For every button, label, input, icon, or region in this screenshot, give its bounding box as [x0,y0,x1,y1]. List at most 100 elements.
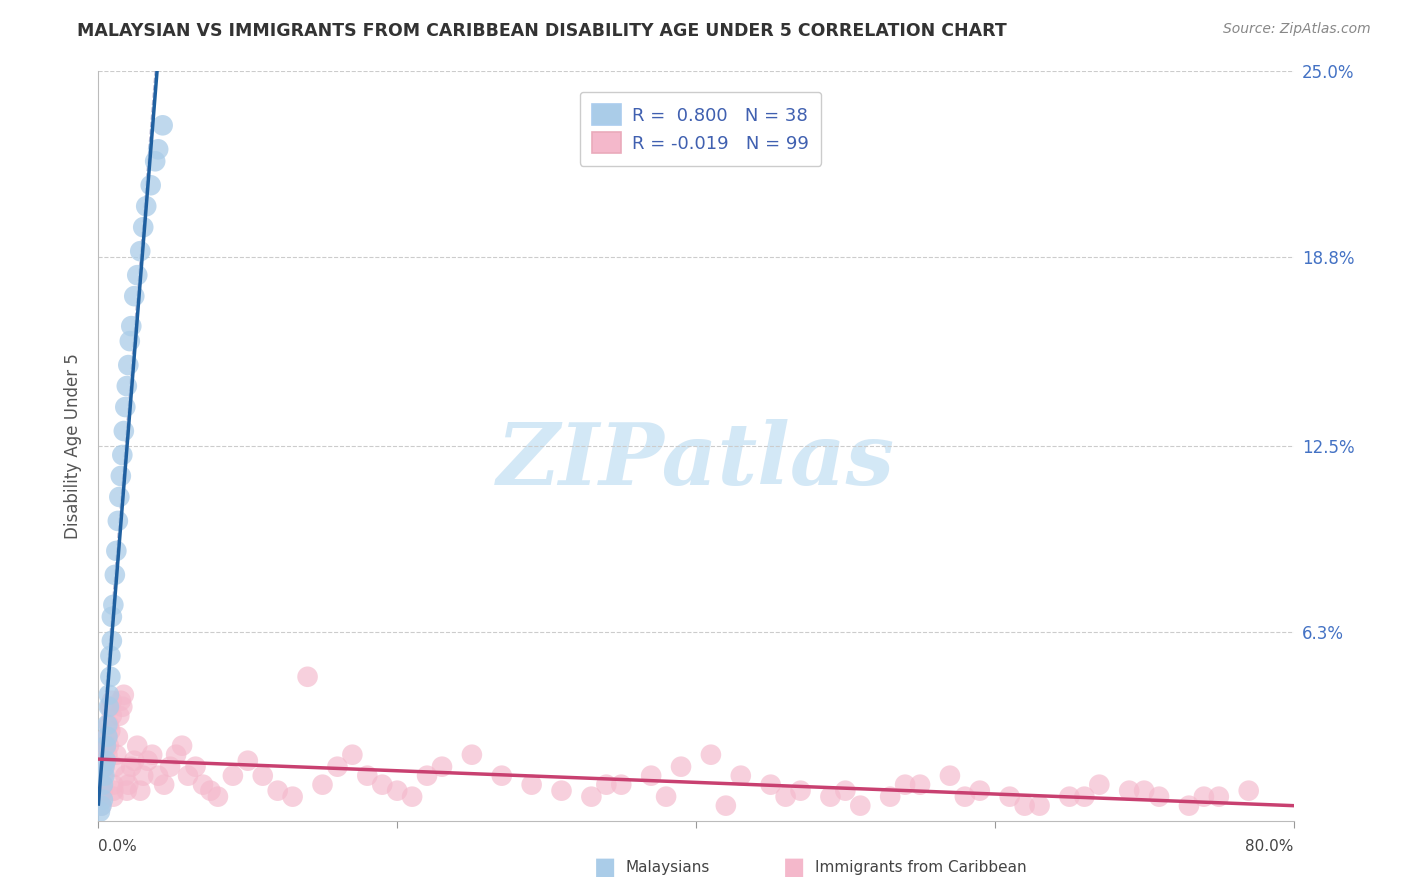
Point [714,798,737,813]
Point [124,289,146,303]
Point [108,490,131,504]
Point [969,783,991,797]
Point [401,789,423,804]
Point [118,334,141,348]
Point [1208,789,1230,804]
Point [96,730,118,744]
Point [159,760,181,774]
Point [789,783,811,797]
Point [117,358,139,372]
Point [89,805,111,819]
Point [112,688,135,702]
Point [114,400,136,414]
Point [148,142,170,156]
Point [104,760,127,774]
Point [1059,789,1081,804]
Point [385,783,409,797]
Point [97,739,120,753]
Point [96,717,118,731]
Point [172,739,194,753]
Point [640,769,662,783]
Point [97,699,120,714]
Point [98,648,122,663]
Point [1133,783,1156,797]
Point [117,778,139,792]
Point [93,760,115,774]
Point [136,754,159,768]
Text: 0.0%: 0.0% [98,839,138,855]
Point [1073,789,1095,804]
Point [97,688,120,702]
Point [222,769,245,783]
Point [93,760,115,774]
Point [132,769,155,783]
Point [103,598,125,612]
Point [371,778,394,792]
Point [267,783,290,797]
Point [94,754,117,768]
Point [90,798,112,813]
Point [94,739,117,753]
Point [114,769,136,783]
Point [177,769,200,783]
Point [430,760,453,774]
Point [252,769,274,783]
Point [879,789,901,804]
Point [595,778,617,792]
Point [153,778,176,792]
Point [105,747,128,762]
Point [91,769,114,783]
Point [759,778,782,792]
Point [127,739,149,753]
Point [101,633,124,648]
Point [1147,789,1170,804]
Point [1014,798,1036,813]
Point [91,792,114,806]
Point [93,747,115,762]
Point [342,747,364,762]
Point [91,778,114,792]
Text: Source: ZipAtlas.com: Source: ZipAtlas.com [1223,22,1371,37]
Point [730,769,752,783]
Point [1118,783,1140,797]
Text: Immigrants from Caribbean: Immigrants from Caribbean [815,860,1028,874]
Point [834,783,856,797]
Point [416,769,439,783]
Point [669,760,692,774]
Point [112,424,135,438]
Point [90,798,112,813]
Point [207,789,229,804]
Point [700,747,723,762]
Point [110,469,132,483]
Text: ZIPatlas: ZIPatlas [496,419,896,503]
Point [103,789,125,804]
Point [93,769,115,783]
Point [111,699,134,714]
Point [297,670,319,684]
Point [141,747,163,762]
Text: Malaysians: Malaysians [626,860,710,874]
Point [104,567,127,582]
Point [655,789,678,804]
Point [107,730,129,744]
Point [115,379,138,393]
Point [101,708,124,723]
Point [1088,778,1111,792]
Point [98,670,122,684]
Point [165,747,187,762]
Point [129,783,152,797]
Point [98,699,122,714]
Point [200,783,222,797]
Point [108,708,131,723]
Point [550,783,572,797]
Point [326,760,349,774]
Point [90,778,112,792]
Y-axis label: Disability Age Under 5: Disability Age Under 5 [65,353,83,539]
Point [120,760,142,774]
Point [94,754,117,768]
Point [491,769,513,783]
Point [998,789,1021,804]
Point [1178,798,1201,813]
Point [96,747,118,762]
Point [236,754,259,768]
